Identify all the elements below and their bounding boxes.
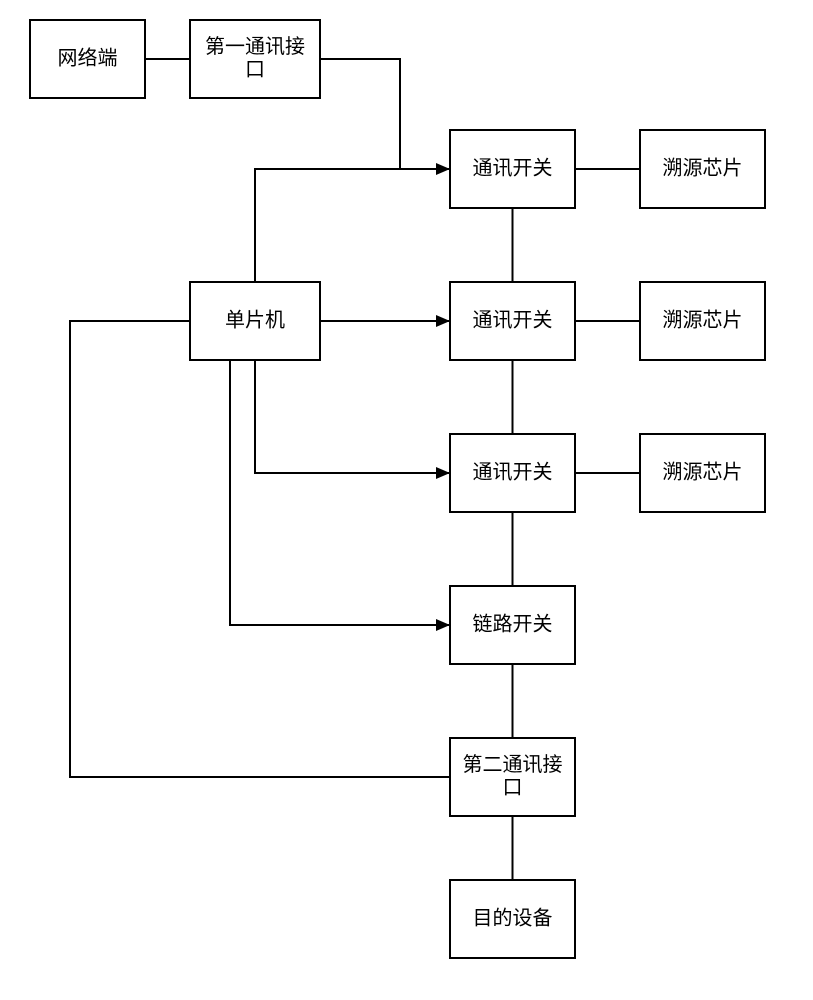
node-chip3: 溯源芯片 (640, 434, 765, 512)
boxes-layer: 网络端第一通讯接口通讯开关溯源芯片通讯开关溯源芯片单片机通讯开关溯源芯片链路开关… (30, 20, 765, 958)
node-label: 口 (245, 53, 265, 82)
node-commSw2: 通讯开关 (450, 282, 575, 360)
arrowhead (436, 315, 450, 327)
node-commSw1: 通讯开关 (450, 130, 575, 208)
node-label: 链路开关 (473, 607, 553, 636)
edge (255, 360, 450, 473)
node-target: 目的设备 (450, 880, 575, 958)
node-label: 目的设备 (473, 901, 553, 930)
node-iface2: 第二通讯接口 (450, 738, 575, 816)
node-label: 溯源芯片 (663, 303, 743, 332)
edge (255, 169, 450, 282)
arrowhead (436, 163, 450, 175)
node-label: 单片机 (225, 303, 285, 332)
node-linkSw: 链路开关 (450, 586, 575, 664)
node-label: 口 (503, 771, 523, 800)
node-chip2: 溯源芯片 (640, 282, 765, 360)
node-label: 通讯开关 (473, 151, 553, 180)
node-commSw3: 通讯开关 (450, 434, 575, 512)
node-label: 溯源芯片 (663, 455, 743, 484)
edge (70, 321, 450, 777)
arrowhead (436, 467, 450, 479)
node-label: 网络端 (58, 41, 118, 70)
node-chip1: 溯源芯片 (640, 130, 765, 208)
node-label: 溯源芯片 (663, 151, 743, 180)
node-label: 通讯开关 (473, 303, 553, 332)
edge (320, 59, 450, 169)
node-mcu: 单片机 (190, 282, 320, 360)
node-label: 通讯开关 (473, 455, 553, 484)
node-network: 网络端 (30, 20, 145, 98)
arrowhead (436, 619, 450, 631)
node-iface1: 第一通讯接口 (190, 20, 320, 98)
edge (230, 360, 450, 625)
